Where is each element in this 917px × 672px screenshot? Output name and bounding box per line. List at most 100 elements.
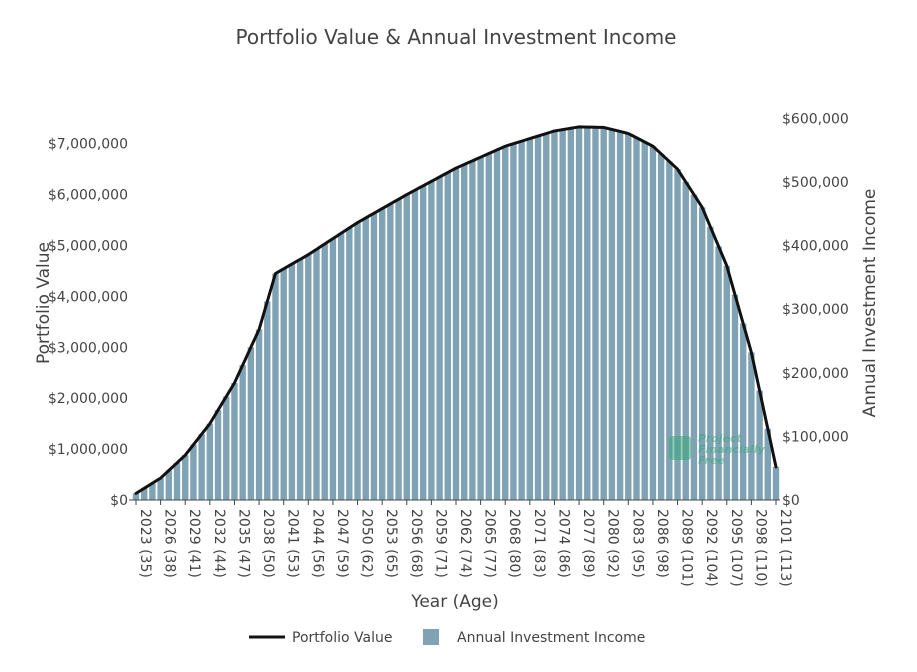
income-bar[interactable] (149, 483, 156, 500)
income-bar[interactable] (559, 129, 566, 500)
income-bar[interactable] (444, 172, 451, 501)
income-bar[interactable] (518, 141, 525, 500)
income-bar[interactable] (206, 423, 214, 500)
income-bar[interactable] (313, 249, 320, 500)
income-bar[interactable] (370, 213, 378, 500)
income-bar[interactable] (231, 382, 238, 500)
income-bar[interactable] (543, 133, 550, 500)
income-bar[interactable] (436, 176, 443, 500)
income-bar[interactable] (674, 169, 681, 500)
income-bar[interactable] (296, 259, 304, 500)
income-bar[interactable] (132, 493, 140, 500)
income-bar[interactable] (502, 146, 509, 500)
income-bar[interactable] (321, 243, 328, 500)
income-bar[interactable] (748, 352, 755, 500)
income-bar[interactable] (378, 208, 386, 500)
y-right-tick-label: $100,000 (782, 429, 849, 445)
income-bar[interactable] (165, 470, 173, 500)
income-bar[interactable] (633, 137, 640, 500)
income-bar[interactable] (411, 190, 419, 500)
income-bar[interactable] (756, 390, 763, 500)
income-bar[interactable] (452, 168, 460, 500)
income-bar[interactable] (510, 143, 517, 500)
x-tick-label: 2044 (56) (309, 509, 325, 578)
x-tick-label: 2074 (86) (555, 509, 571, 578)
income-bar[interactable] (526, 138, 534, 501)
watermark-line-2: Financially (698, 443, 766, 456)
income-bar[interactable] (682, 181, 689, 501)
x-tick-label: 2059 (71) (432, 509, 448, 578)
income-bar[interactable] (354, 222, 361, 500)
income-bar[interactable] (362, 217, 369, 500)
income-bar[interactable] (141, 488, 148, 500)
income-bar[interactable] (592, 127, 599, 501)
income-bar[interactable] (157, 478, 164, 500)
income-bar[interactable] (255, 329, 263, 500)
income-bar[interactable] (567, 128, 575, 500)
y-left-axis-title: Portfolio Value (34, 242, 54, 364)
watermark-line-3: Free (698, 454, 725, 467)
income-bar[interactable] (739, 323, 747, 500)
income-bar[interactable] (551, 130, 558, 501)
income-bar[interactable] (329, 238, 337, 500)
income-bar[interactable] (337, 233, 345, 500)
income-bar[interactable] (182, 455, 189, 500)
income-bar[interactable] (764, 428, 771, 500)
income-bar[interactable] (461, 164, 468, 501)
income-bar[interactable] (419, 185, 427, 500)
income-bar[interactable] (223, 396, 230, 501)
income-bar[interactable] (657, 153, 665, 500)
income-bar[interactable] (600, 127, 607, 500)
income-bar[interactable] (666, 161, 673, 500)
legend-label-portfolio-value[interactable]: Portfolio Value (292, 630, 393, 646)
income-bar[interactable] (477, 157, 484, 500)
income-bar[interactable] (625, 133, 632, 500)
income-bars (132, 126, 780, 501)
income-bar[interactable] (247, 347, 255, 500)
income-bar[interactable] (305, 254, 312, 500)
income-bar[interactable] (403, 194, 410, 500)
income-bar[interactable] (608, 129, 616, 500)
income-bar[interactable] (772, 466, 780, 500)
income-bar[interactable] (485, 153, 493, 501)
income-bar[interactable] (723, 265, 730, 500)
income-bar[interactable] (272, 273, 279, 501)
income-bar[interactable] (584, 127, 591, 500)
income-bar[interactable] (715, 246, 722, 500)
x-tick-label: 2068 (80) (506, 509, 522, 578)
income-bar[interactable] (173, 462, 181, 500)
income-bar[interactable] (387, 203, 394, 500)
income-bar[interactable] (288, 264, 296, 500)
x-tick-label: 2038 (50) (260, 509, 276, 578)
income-bar[interactable] (698, 207, 706, 500)
income-bar[interactable] (731, 294, 739, 500)
x-tick-label: 2083 (95) (629, 509, 645, 578)
income-bar[interactable] (641, 142, 648, 500)
x-tick-label: 2077 (89) (580, 509, 596, 578)
x-tick-label: 2056 (68) (408, 509, 424, 578)
watermark-icon (669, 436, 691, 460)
income-bar[interactable] (214, 410, 222, 500)
income-bar[interactable] (198, 434, 205, 500)
x-axis-title: Year (Age) (410, 592, 499, 612)
income-bar[interactable] (649, 146, 657, 500)
income-bar[interactable] (190, 444, 197, 500)
income-bar[interactable] (707, 226, 714, 500)
y-right-tick-label: $200,000 (782, 366, 849, 382)
income-bar[interactable] (469, 160, 476, 500)
income-bar[interactable] (690, 194, 698, 500)
y-left-tick-label: $3,000,000 (48, 340, 128, 356)
income-bar[interactable] (280, 268, 287, 500)
income-bar[interactable] (575, 126, 583, 501)
income-bar[interactable] (616, 131, 624, 501)
income-bar[interactable] (395, 199, 402, 500)
income-bar[interactable] (428, 181, 435, 500)
legend-label-annual-income[interactable]: Annual Investment Income (457, 630, 645, 646)
income-bar[interactable] (493, 149, 501, 500)
income-bar[interactable] (346, 227, 353, 500)
income-bar[interactable] (264, 301, 271, 500)
income-bar[interactable] (534, 136, 542, 500)
income-bar[interactable] (239, 365, 246, 500)
